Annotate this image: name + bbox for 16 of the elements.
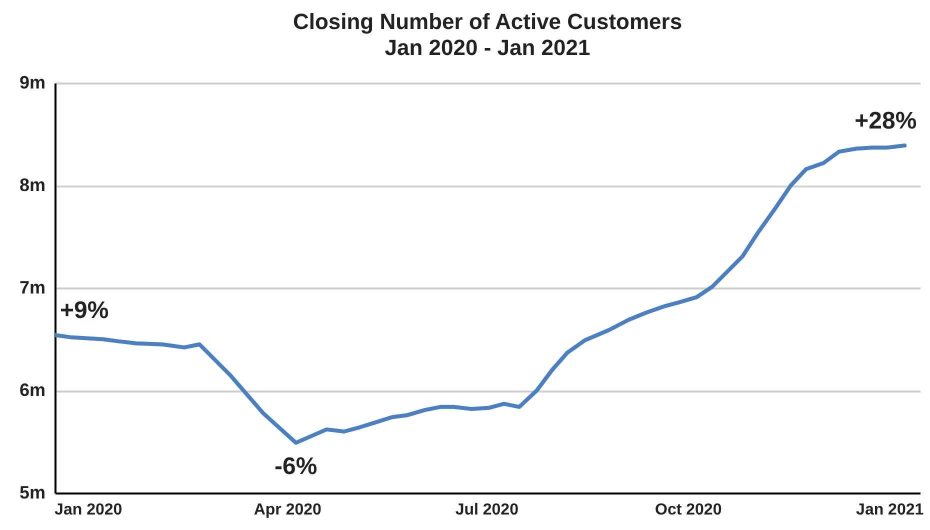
y-tick-label: 5m [19, 482, 46, 502]
x-tick-label: Jan 2020 [54, 502, 122, 518]
annotation: +28% [854, 108, 917, 135]
x-tick-label: Oct 2020 [655, 502, 722, 518]
y-tick-label: 7m [19, 278, 46, 298]
line-series [55, 144, 907, 445]
y-tick-label: 6m [19, 380, 46, 400]
x-tick-label: Jul 2020 [455, 502, 519, 518]
annotation: -6% [274, 452, 318, 480]
chart-subtitle: Jan 2020 - Jan 2021 [384, 35, 590, 60]
x-tick-label: Apr 2020 [254, 502, 322, 518]
y-tick-label: 8m [19, 175, 46, 195]
y-tick-label: 9m [19, 72, 46, 92]
annotation: +9% [60, 297, 109, 324]
chart-title: Closing Number of Active Customers [292, 9, 682, 34]
x-tick-label: Jan 2021 [856, 502, 924, 518]
